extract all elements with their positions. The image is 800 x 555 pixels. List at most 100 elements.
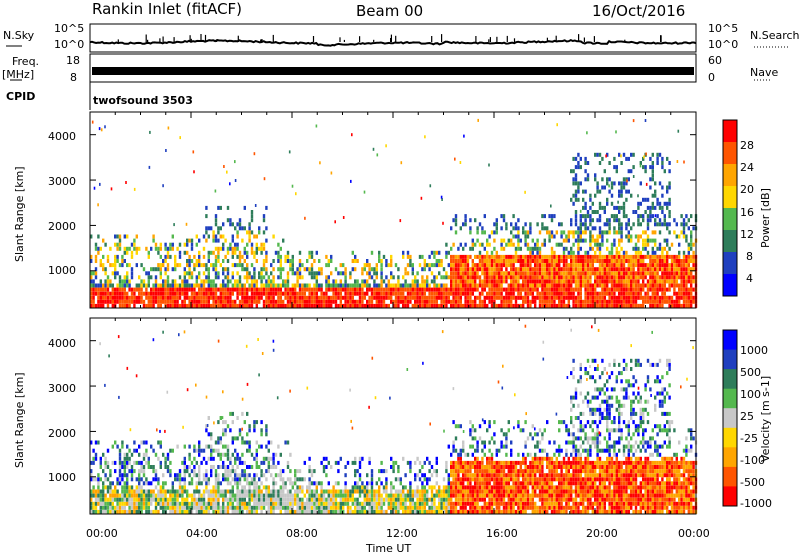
power-cell xyxy=(577,279,579,283)
power-cell xyxy=(208,259,210,263)
velocity-cell xyxy=(342,498,344,502)
power-cell xyxy=(407,271,409,275)
power-cell xyxy=(131,255,133,259)
power-cell xyxy=(443,292,445,296)
power-cell xyxy=(323,300,325,304)
power-cell xyxy=(464,304,466,308)
power-cell xyxy=(308,267,310,271)
velocity-cell xyxy=(253,498,255,502)
velocity-cell xyxy=(265,477,267,481)
power-cell xyxy=(688,279,690,283)
velocity-cell xyxy=(232,412,234,416)
power-cell xyxy=(565,239,567,243)
power-cell xyxy=(498,259,500,263)
power-cell xyxy=(263,275,265,279)
velocity-cell xyxy=(205,477,207,481)
velocity-cell xyxy=(253,457,255,461)
power-cell xyxy=(474,243,476,247)
velocity-cell xyxy=(140,461,142,465)
power-cell xyxy=(510,243,512,247)
power-cell xyxy=(532,288,534,292)
power-cell xyxy=(654,292,656,296)
power-cell xyxy=(323,292,325,296)
power-cell xyxy=(647,218,649,222)
power-cell xyxy=(373,296,375,300)
velocity-cell xyxy=(296,506,298,510)
velocity-cell xyxy=(299,490,301,494)
power-cell xyxy=(119,292,121,296)
power-cell xyxy=(529,288,531,292)
power-cell xyxy=(366,300,368,304)
power-cell xyxy=(620,190,622,194)
power-cell xyxy=(133,304,135,308)
velocity-cell xyxy=(224,428,226,432)
power-cell xyxy=(344,292,346,296)
power-cell xyxy=(565,255,567,259)
power-cell xyxy=(596,247,598,251)
power-cell xyxy=(227,271,229,275)
power-cell xyxy=(260,296,262,300)
power-cell xyxy=(532,239,534,243)
power-cell xyxy=(349,284,351,288)
velocity-cell xyxy=(196,461,198,465)
power-cell xyxy=(128,296,130,300)
power-cell xyxy=(474,255,476,259)
power-cell xyxy=(546,284,548,288)
velocity-cell xyxy=(294,481,296,485)
velocity-cell xyxy=(318,510,320,514)
velocity-cell xyxy=(390,510,392,514)
power-cell xyxy=(572,267,574,271)
power-cell xyxy=(162,300,164,304)
velocity-cell xyxy=(390,465,392,469)
power-cell xyxy=(606,271,608,275)
power-cell xyxy=(637,296,639,300)
power-cell xyxy=(476,284,478,288)
power-cell xyxy=(229,222,231,226)
power-cell xyxy=(481,300,483,304)
velocity-cell xyxy=(323,465,325,469)
power-cell xyxy=(390,300,392,304)
power-cell xyxy=(419,288,421,292)
power-cell xyxy=(186,288,188,292)
velocity-cell xyxy=(251,506,253,510)
power-cell xyxy=(467,267,469,271)
velocity-cell xyxy=(335,494,337,498)
power-cell xyxy=(668,181,670,185)
power-cell xyxy=(582,214,584,218)
velocity-cell xyxy=(263,461,265,465)
power-cell xyxy=(167,251,169,255)
power-cell xyxy=(174,300,176,304)
power-cell xyxy=(584,222,586,226)
velocity-cell xyxy=(265,432,267,436)
power-cell xyxy=(604,279,606,283)
power-cell xyxy=(268,304,270,308)
velocity-cell xyxy=(414,477,416,481)
power-cell xyxy=(637,206,639,210)
power-cell xyxy=(296,300,298,304)
velocity-cell xyxy=(280,510,282,514)
power-cell xyxy=(582,239,584,243)
power-cell xyxy=(457,304,459,308)
power-cell xyxy=(260,279,262,283)
velocity-cell xyxy=(270,465,272,469)
power-cell xyxy=(599,251,601,255)
power-cell xyxy=(668,279,670,283)
velocity-cell xyxy=(385,498,387,502)
power-cell xyxy=(280,263,282,267)
velocity-cell xyxy=(210,498,212,502)
power-cell xyxy=(364,304,366,308)
power-cell xyxy=(536,222,538,226)
power-cell xyxy=(167,267,169,271)
velocity-cell xyxy=(193,498,195,502)
power-cell xyxy=(340,304,342,308)
power-cell xyxy=(536,267,538,271)
power-cell xyxy=(633,175,635,178)
power-cell xyxy=(654,267,656,271)
power-cell xyxy=(277,243,279,247)
velocity-cell xyxy=(409,481,411,485)
power-cell xyxy=(352,296,354,300)
velocity-cell xyxy=(188,473,190,477)
velocity-cell xyxy=(227,502,229,506)
power-cell xyxy=(481,226,483,230)
power-cell xyxy=(604,300,606,304)
